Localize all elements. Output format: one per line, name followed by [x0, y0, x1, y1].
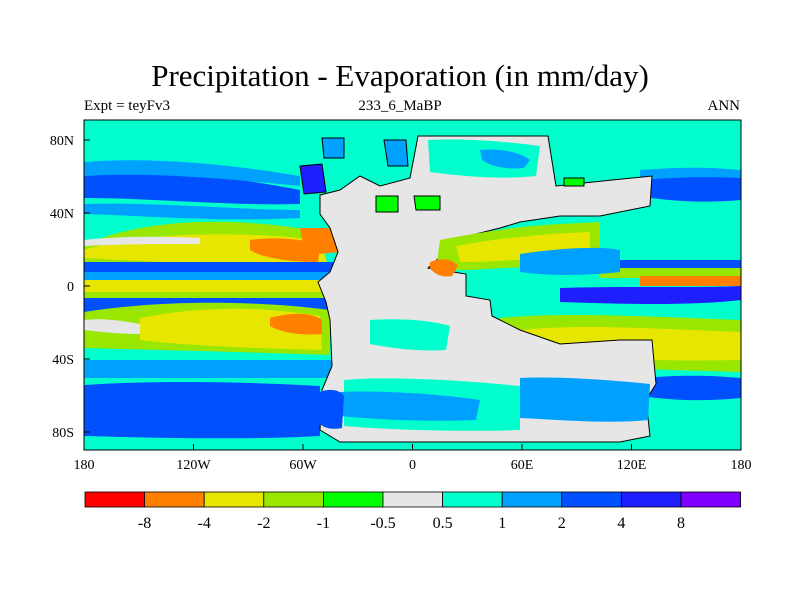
colorbar-swatch: [680, 491, 741, 508]
colorbar-label: -0.5: [370, 515, 395, 532]
x-tick-label: 120W: [176, 458, 211, 473]
season-label: ANN: [707, 98, 741, 114]
colorbar-label: -8: [138, 515, 151, 532]
colorbar-label: 1: [498, 515, 506, 532]
precip-evap-field: [84, 120, 741, 450]
colorbar-label: -4: [198, 515, 211, 532]
x-tick-label: 60E: [511, 458, 534, 473]
colorbar-swatch: [442, 491, 503, 508]
y-tick-label: 40S: [52, 353, 74, 368]
x-tick-label: 180: [731, 458, 752, 473]
y-axis: 80N 40N 0 40S 80S: [50, 134, 90, 441]
colorbar-swatch: [203, 491, 265, 508]
colorbar-label: 8: [677, 515, 685, 532]
y-tick-label: 80S: [52, 426, 74, 441]
time-period-label: 233_6_MaBP: [358, 98, 442, 114]
colorbar-label: 4: [617, 515, 625, 532]
y-tick-label: 0: [67, 280, 74, 295]
x-axis: 180 120W 60W 0 60E 120E 180: [74, 444, 752, 473]
y-tick-label: 40N: [50, 207, 74, 222]
map-title: Precipitation - Evaporation (in mm/day): [151, 58, 649, 93]
colorbar-swatch: [84, 491, 145, 508]
colorbar-swatch: [621, 491, 682, 508]
colorbar-swatch: [263, 491, 324, 508]
colorbar-label: -2: [257, 515, 270, 532]
colorbar-swatch: [561, 491, 622, 508]
colorbar-label: 2: [558, 515, 566, 532]
experiment-label: Expt = teyFv3: [84, 98, 170, 114]
colorbar-swatch: [501, 491, 563, 508]
colorbar: -8 -4 -2 -1 -0.5 0.5 1 2 4 8: [84, 491, 741, 532]
x-tick-label: 180: [74, 458, 95, 473]
colorbar-swatch: [144, 491, 205, 508]
colorbar-label: 0.5: [433, 515, 453, 532]
x-tick-label: 120E: [617, 458, 647, 473]
colorbar-swatch: [322, 491, 384, 508]
y-tick-label: 80N: [50, 134, 74, 149]
colorbar-swatch: [382, 491, 443, 508]
x-tick-label: 0: [409, 458, 416, 473]
colorbar-label: -1: [317, 515, 330, 532]
x-tick-label: 60W: [289, 458, 317, 473]
